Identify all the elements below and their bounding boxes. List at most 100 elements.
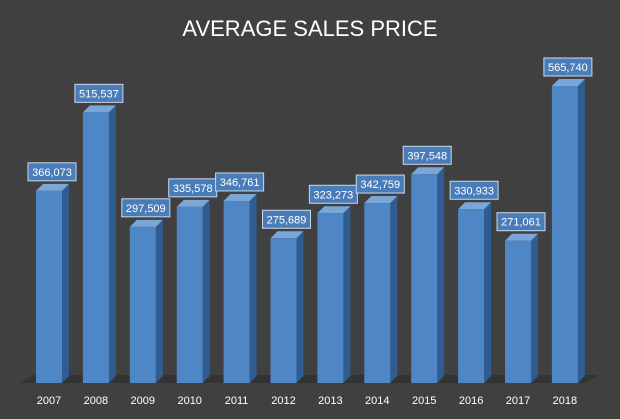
bar-front — [458, 209, 485, 383]
chart-title: AVERAGE SALES PRICE — [182, 16, 437, 41]
bar-side — [390, 196, 398, 383]
bar-front — [223, 200, 250, 383]
data-label-box — [449, 180, 499, 200]
data-label-box — [215, 172, 265, 192]
bar-2008 — [82, 105, 116, 383]
data-label-box — [74, 83, 124, 103]
data-label-text: 366,073 — [32, 167, 72, 179]
data-label-box — [27, 162, 77, 182]
bar-side — [249, 193, 257, 383]
bar-top — [364, 196, 398, 204]
x-axis-tick-labels: 2007 2008 2009 2010 2011 2012 2013 2014 2015 2016… — [37, 395, 577, 407]
bar-front — [317, 213, 344, 383]
bar-top — [551, 79, 585, 86]
bar-top — [129, 219, 163, 227]
x-tick-2015: 2015 — [412, 395, 436, 407]
x-tick-2018: 2018 — [553, 395, 577, 407]
bar-front — [411, 174, 438, 383]
bar-side — [296, 231, 304, 383]
bar-2014 — [364, 196, 398, 383]
data-label-2009: 297,509 — [121, 198, 171, 218]
bar-front — [36, 190, 62, 383]
bar-side — [577, 79, 585, 383]
bar-side — [531, 233, 538, 383]
data-label-2013: 323,273 — [308, 184, 358, 204]
bar-front — [82, 112, 109, 383]
data-label-box — [121, 198, 171, 218]
data-label-text: 335,578 — [173, 183, 213, 195]
bar-2011 — [223, 193, 257, 383]
bar-2018 — [551, 79, 585, 383]
data-label-2010: 335,578 — [168, 178, 218, 198]
data-label-box — [308, 184, 358, 204]
data-label-2012: 275,689 — [262, 209, 311, 229]
x-tick-2008: 2008 — [84, 395, 108, 407]
bar-top — [458, 202, 492, 210]
data-labels-layer: 366,073 515,537 297,509 335,578 346,761 275,6… — [27, 57, 593, 232]
bar-2015 — [411, 167, 445, 383]
chart-floor — [20, 375, 598, 383]
bar-side — [155, 219, 163, 383]
data-label-2016: 330,933 — [449, 180, 499, 200]
data-label-text: 342,759 — [360, 179, 400, 191]
data-label-text: 297,509 — [126, 203, 166, 215]
data-label-text: 515,537 — [79, 88, 119, 100]
x-tick-2014: 2014 — [365, 395, 389, 407]
data-label-2014: 342,759 — [355, 174, 405, 194]
data-label-box — [496, 212, 546, 232]
data-label-2011: 346,761 — [215, 172, 265, 192]
bar-2017 — [505, 233, 538, 383]
bar-top — [270, 231, 304, 239]
bar-2007 — [36, 183, 69, 383]
data-label-box — [543, 57, 593, 77]
x-tick-2012: 2012 — [271, 395, 295, 407]
data-label-text: 323,273 — [314, 189, 354, 201]
bar-2012 — [270, 231, 304, 383]
bar-top — [82, 105, 116, 113]
data-label-box — [402, 145, 452, 165]
x-tick-2013: 2013 — [318, 395, 342, 407]
data-label-2007: 366,073 — [27, 162, 77, 182]
bar-2013 — [317, 206, 351, 383]
bars-layer — [36, 79, 585, 383]
bar-front — [129, 226, 156, 383]
data-label-text: 275,689 — [267, 214, 307, 226]
x-tick-2009: 2009 — [131, 395, 155, 407]
data-label-2015: 397,548 — [402, 145, 452, 165]
bar-top — [223, 193, 257, 201]
data-label-text: 565,740 — [548, 62, 588, 74]
bar-top — [505, 233, 538, 241]
bar-side — [343, 206, 351, 383]
bar-top — [176, 199, 210, 207]
data-label-2017: 271,061 — [496, 212, 546, 232]
bar-front — [551, 86, 578, 383]
bar-side — [202, 199, 210, 383]
bar-2010 — [176, 199, 210, 383]
data-label-box — [355, 174, 405, 194]
data-label-text: 346,761 — [220, 177, 260, 189]
chart-floor-layer — [20, 375, 598, 383]
bar-top — [411, 167, 445, 175]
bar-2016 — [458, 202, 492, 383]
data-label-text: 330,933 — [454, 185, 494, 197]
x-tick-2011: 2011 — [225, 395, 249, 407]
bar-side — [62, 183, 69, 383]
x-tick-2010: 2010 — [177, 395, 201, 407]
data-label-2018: 565,740 — [543, 57, 593, 77]
bar-side — [108, 105, 116, 383]
bar-front — [364, 203, 391, 383]
data-label-box — [262, 209, 311, 229]
data-label-text: 271,061 — [501, 217, 541, 229]
x-tick-2016: 2016 — [459, 395, 483, 407]
bar-top — [36, 183, 69, 191]
bar-side — [437, 167, 445, 383]
bar-2009 — [129, 219, 163, 383]
bar-front — [505, 240, 531, 383]
bar-top — [317, 206, 351, 214]
data-label-text: 397,548 — [407, 150, 447, 162]
bar-front — [176, 206, 203, 383]
data-label-2008: 515,537 — [74, 83, 124, 103]
x-tick-2017: 2017 — [506, 395, 530, 407]
